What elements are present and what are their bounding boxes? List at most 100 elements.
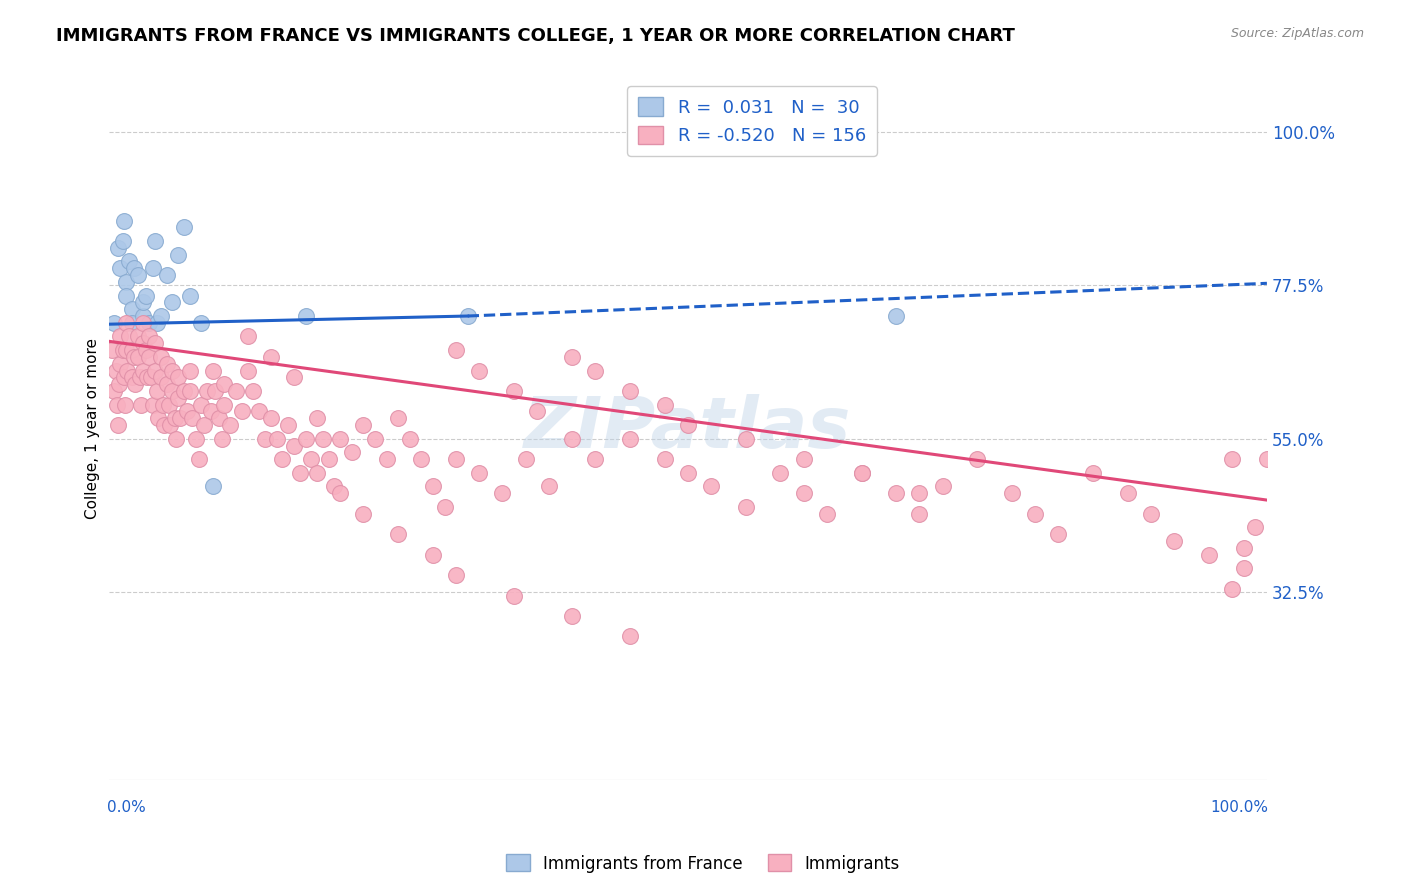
Point bbox=[163, 411, 186, 425]
Point bbox=[1233, 541, 1256, 555]
Point bbox=[110, 261, 132, 276]
Point bbox=[138, 350, 160, 364]
Point bbox=[242, 384, 264, 398]
Text: Source: ZipAtlas.com: Source: ZipAtlas.com bbox=[1230, 27, 1364, 40]
Point bbox=[201, 479, 224, 493]
Point bbox=[908, 486, 931, 500]
Point bbox=[146, 384, 169, 398]
Point bbox=[132, 316, 155, 330]
Point bbox=[115, 275, 138, 289]
Point bbox=[122, 261, 145, 276]
Point bbox=[561, 432, 583, 446]
Point bbox=[225, 384, 247, 398]
Point bbox=[398, 432, 420, 446]
Point bbox=[299, 452, 322, 467]
Point bbox=[149, 350, 172, 364]
Point bbox=[294, 309, 316, 323]
Point bbox=[444, 568, 467, 582]
Point bbox=[353, 418, 375, 433]
Point bbox=[204, 384, 226, 398]
Point bbox=[155, 268, 177, 282]
Point bbox=[676, 418, 699, 433]
Point bbox=[884, 309, 907, 323]
Point bbox=[236, 363, 259, 377]
Point bbox=[179, 363, 201, 377]
Point bbox=[1140, 507, 1163, 521]
Point bbox=[444, 343, 467, 357]
Text: ZIPatlas: ZIPatlas bbox=[524, 394, 852, 463]
Point bbox=[108, 377, 131, 392]
Point bbox=[173, 384, 195, 398]
Point bbox=[247, 404, 270, 418]
Point bbox=[1233, 561, 1256, 575]
Point bbox=[619, 629, 641, 643]
Point bbox=[214, 398, 236, 412]
Point bbox=[129, 370, 152, 384]
Point bbox=[179, 288, 201, 302]
Point bbox=[149, 370, 172, 384]
Point bbox=[583, 452, 606, 467]
Point bbox=[127, 329, 149, 343]
Point bbox=[253, 432, 276, 446]
Point bbox=[200, 404, 222, 418]
Point bbox=[1244, 520, 1267, 534]
Point bbox=[561, 609, 583, 624]
Point bbox=[283, 370, 305, 384]
Point bbox=[162, 295, 184, 310]
Point bbox=[162, 363, 184, 377]
Point bbox=[143, 363, 166, 377]
Point bbox=[115, 316, 138, 330]
Point bbox=[127, 350, 149, 364]
Point bbox=[619, 384, 641, 398]
Point bbox=[1047, 527, 1070, 541]
Point bbox=[127, 268, 149, 282]
Point bbox=[1163, 533, 1185, 548]
Point bbox=[375, 452, 398, 467]
Point bbox=[111, 343, 134, 357]
Point bbox=[231, 404, 253, 418]
Point bbox=[105, 398, 128, 412]
Point bbox=[1024, 507, 1046, 521]
Point bbox=[433, 500, 456, 514]
Point bbox=[422, 548, 444, 562]
Point bbox=[104, 363, 127, 377]
Point bbox=[148, 411, 170, 425]
Point bbox=[271, 452, 294, 467]
Point bbox=[1001, 486, 1024, 500]
Point bbox=[283, 438, 305, 452]
Point bbox=[167, 248, 190, 262]
Point bbox=[793, 486, 815, 500]
Point bbox=[193, 418, 215, 433]
Point bbox=[654, 398, 676, 412]
Point bbox=[121, 302, 143, 317]
Point bbox=[115, 288, 138, 302]
Point bbox=[1081, 466, 1104, 480]
Point bbox=[294, 432, 316, 446]
Point bbox=[1220, 582, 1243, 596]
Point bbox=[179, 384, 201, 398]
Point bbox=[138, 329, 160, 343]
Text: 100.0%: 100.0% bbox=[1211, 800, 1268, 815]
Point bbox=[103, 384, 125, 398]
Text: 0.0%: 0.0% bbox=[107, 800, 146, 815]
Point bbox=[288, 466, 311, 480]
Point bbox=[201, 363, 224, 377]
Point bbox=[121, 316, 143, 330]
Point bbox=[583, 363, 606, 377]
Point bbox=[1256, 452, 1278, 467]
Point bbox=[135, 288, 157, 302]
Point bbox=[176, 404, 198, 418]
Point bbox=[162, 384, 184, 398]
Point bbox=[277, 418, 299, 433]
Point bbox=[110, 329, 132, 343]
Point bbox=[141, 370, 163, 384]
Point bbox=[159, 418, 181, 433]
Point bbox=[734, 432, 756, 446]
Point bbox=[190, 398, 212, 412]
Point bbox=[122, 350, 145, 364]
Point bbox=[121, 370, 143, 384]
Legend: R =  0.031   N =  30, R = -0.520   N = 156: R = 0.031 N = 30, R = -0.520 N = 156 bbox=[627, 87, 877, 156]
Point bbox=[931, 479, 953, 493]
Point bbox=[195, 384, 218, 398]
Point bbox=[851, 466, 873, 480]
